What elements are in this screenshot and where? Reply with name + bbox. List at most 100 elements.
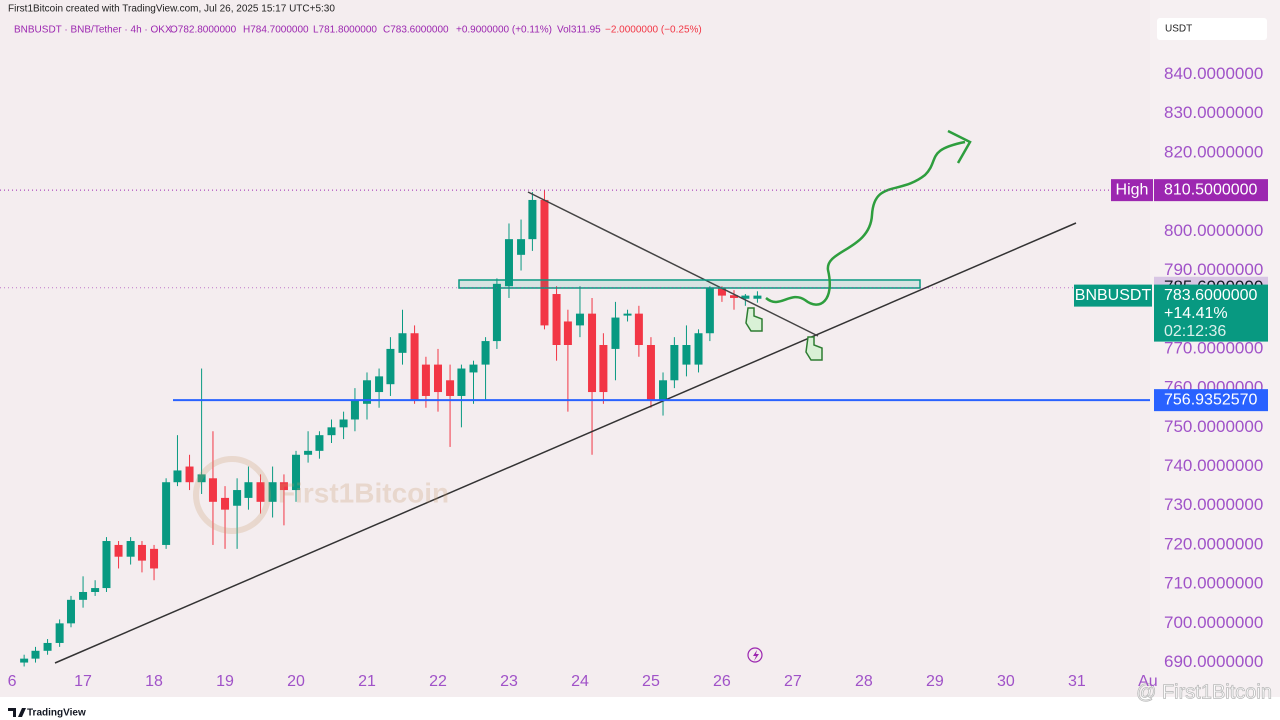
candle-body — [504, 239, 513, 287]
candle-body — [137, 544, 146, 561]
x-tick-label: 24 — [571, 673, 589, 690]
candle-body — [694, 333, 703, 365]
candle-body — [292, 454, 301, 491]
candle-body — [91, 588, 100, 592]
currency-button[interactable] — [1157, 18, 1267, 40]
currency-label[interactable]: USDT — [1165, 24, 1192, 35]
candle-body — [386, 348, 395, 385]
symbol-tag: BNBUSDT — [1075, 287, 1152, 304]
candle-body — [741, 295, 750, 299]
x-tick-label: Au — [1138, 673, 1158, 690]
candle-body — [410, 333, 419, 400]
y-tick-label: 720.0000000 — [1164, 534, 1263, 553]
ohlc-low: L781.8000000 — [313, 25, 377, 36]
candle-body — [540, 199, 549, 326]
cursor-icon — [745, 307, 823, 361]
candle-body — [552, 294, 561, 345]
ohlc-close: C783.6000000 — [383, 25, 449, 36]
candle-body — [150, 548, 159, 569]
candle-body — [517, 239, 526, 255]
brand-name: TradingView — [27, 708, 86, 719]
y-tick-label: 840.0000000 — [1164, 64, 1263, 83]
last-change: +14.41% — [1164, 305, 1228, 322]
arrow-head — [947, 129, 972, 164]
candle-body — [599, 345, 608, 393]
resistance-zone — [458, 279, 921, 289]
last-price: 783.6000000 — [1164, 287, 1258, 304]
candle-body — [398, 333, 407, 353]
candle-body — [102, 541, 111, 589]
candle-body — [197, 474, 206, 483]
candle-body — [221, 497, 230, 510]
candle-body — [457, 368, 466, 396]
y-tick-label: 820.0000000 — [1164, 142, 1263, 161]
candle-body — [268, 482, 277, 502]
x-tick-label: 31 — [1068, 673, 1086, 690]
center-watermark: First1Bitcoin — [193, 456, 449, 534]
y-tick-label: 700.0000000 — [1164, 613, 1263, 632]
symbol-tag-bg — [1074, 284, 1152, 307]
candles — [20, 190, 762, 667]
x-tick-label: 27 — [784, 673, 802, 690]
candle-body — [717, 288, 726, 296]
candle-body — [363, 380, 372, 404]
high-tag-bg — [1111, 179, 1153, 202]
projection-arrow — [765, 140, 966, 306]
x-tick-label: 17 — [74, 673, 92, 690]
x-tick-label: 23 — [500, 673, 518, 690]
y-tick-label: 770.0000000 — [1164, 338, 1263, 357]
countdown: 02:12:36 — [1164, 323, 1226, 340]
candle-body — [350, 399, 359, 420]
candle-body — [20, 658, 29, 663]
y-tick-label: 800.0000000 — [1164, 221, 1263, 240]
x-tick-label: 22 — [429, 673, 447, 690]
x-tick-label: 6 — [8, 673, 17, 690]
volume: Vol311.95 — [557, 25, 601, 36]
candle-body — [682, 345, 691, 365]
candle-body — [66, 599, 75, 624]
candle-body — [114, 544, 123, 557]
candle-body — [646, 345, 655, 400]
candle-body — [611, 317, 620, 349]
support-value-bg — [1154, 389, 1268, 412]
high-tag: High — [1116, 181, 1149, 198]
brand-logo — [8, 708, 26, 717]
candle-body — [588, 313, 597, 393]
candle-body — [469, 364, 478, 373]
watermark-text: First1Bitcoin — [278, 477, 449, 508]
ascending-trendline — [54, 222, 1077, 664]
candle-body — [659, 380, 668, 400]
candle-body — [208, 478, 217, 502]
candle-body — [55, 623, 64, 643]
y-tick-label: 730.0000000 — [1164, 495, 1263, 514]
volume-change: −2.0000000 (−0.25%) — [605, 25, 702, 36]
x-tick-label: 20 — [287, 673, 305, 690]
high-value-bg — [1154, 179, 1268, 202]
ohlc-change: +0.9000000 (+0.11%) — [456, 25, 552, 36]
ohlc-open: O782.8000000 — [170, 25, 237, 36]
footer-bar — [0, 697, 1280, 720]
symbol-line: BNBUSDT · BNB/Tether · 4h · OKX — [14, 25, 172, 36]
candle-body — [244, 482, 253, 498]
y-tick-label: 790.0000000 — [1164, 260, 1263, 279]
candle-body — [446, 380, 455, 396]
candle-body — [481, 341, 490, 365]
candle-body — [233, 490, 242, 506]
candle-body — [753, 295, 762, 299]
candle-body — [162, 482, 171, 545]
y-tick-label: 690.0000000 — [1164, 652, 1263, 671]
candle-body — [31, 650, 40, 659]
x-tick-label: 28 — [855, 673, 873, 690]
x-tick-label: 29 — [926, 673, 944, 690]
candle-body — [256, 482, 265, 502]
y-tick-label: 710.0000000 — [1164, 574, 1263, 593]
x-tick-label: 25 — [642, 673, 660, 690]
candle-body — [623, 313, 632, 316]
candle-body — [339, 419, 348, 428]
candle-body — [375, 376, 384, 393]
x-tick-label: 30 — [997, 673, 1015, 690]
ohlc-high: H784.7000000 — [243, 25, 309, 36]
